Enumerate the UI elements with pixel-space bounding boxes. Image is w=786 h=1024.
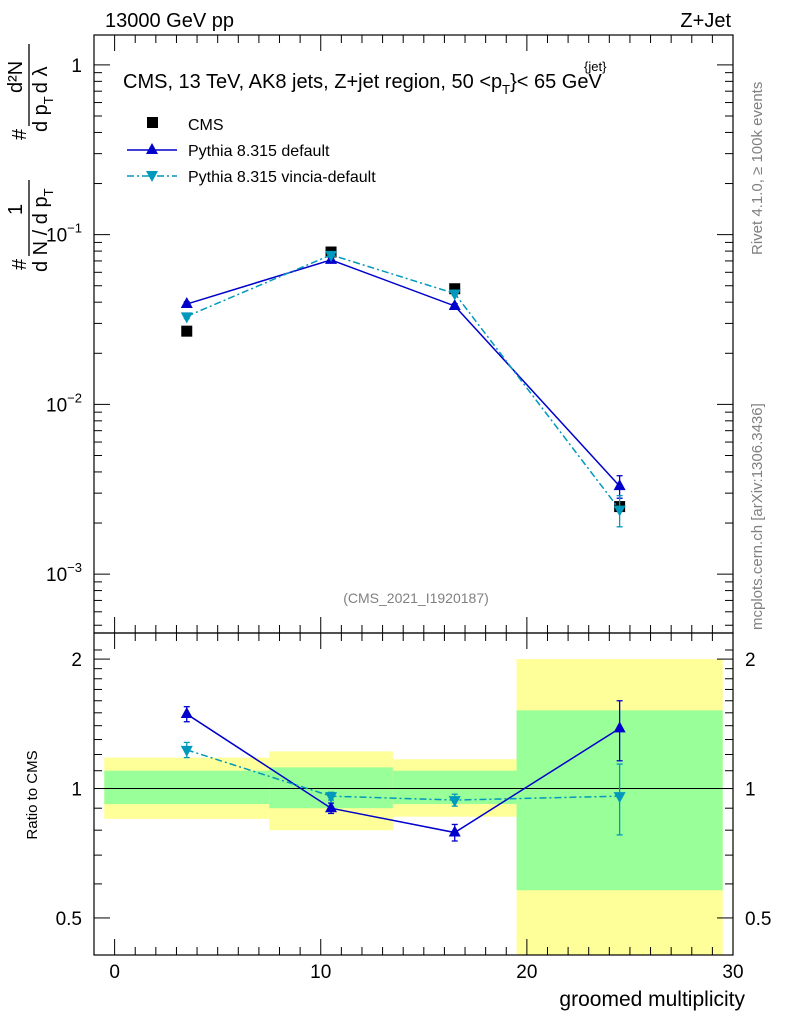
header-left: 13000 GeV pp <box>105 10 234 32</box>
ylabel-dpt-dl: d pTd λ <box>30 67 56 132</box>
legend-label-vincia: Pythia 8.315 vincia-default <box>188 169 376 186</box>
xtick-label-20: 20 <box>516 962 537 983</box>
mcplots-label: mcplots.cern.ch [arXiv:1306.3436] <box>749 403 766 630</box>
ylabel-dn-dpt: d N / d pT <box>30 188 56 272</box>
main-point-cms-0 <box>181 325 193 337</box>
data-series <box>180 246 626 842</box>
ytick-main-label-0: 1 <box>71 56 82 77</box>
ratio-point-default-0 <box>180 707 193 719</box>
ytick-ratio-label-1: 1 <box>71 780 82 801</box>
ratio-bands <box>104 659 723 955</box>
ratio-point-vincia-0 <box>180 745 193 757</box>
ylabel-d2n: d²N <box>5 61 27 93</box>
ratio-point-default-2 <box>448 825 461 837</box>
main-title-sup: {jet} <box>584 59 607 74</box>
ratio-point-default-3 <box>613 721 626 733</box>
ratio-ylabel: Ratio to CMS <box>24 750 41 839</box>
ratio-line-vincia <box>186 749 620 801</box>
ytick-main-label-2: 10−2 <box>46 390 82 416</box>
rivet-label: Rivet 4.1.0, ≥ 100k events <box>749 82 766 255</box>
legend-marker-vincia <box>146 171 158 182</box>
main-point-default-2 <box>448 298 461 310</box>
ytick-ratio-label-2: 0.5 <box>56 909 82 930</box>
ytick-main-label-3: 10−3 <box>46 560 82 586</box>
band-inner-0 <box>104 770 270 805</box>
ytick-ratio-label-right-1: 1 <box>745 780 756 801</box>
ytick-ratio-label-right-0: 2 <box>745 650 756 671</box>
ylabel-hash-1: # <box>9 258 31 270</box>
xtick-label-30: 30 <box>722 962 743 983</box>
legend-label-default: Pythia 8.315 default <box>188 143 330 160</box>
xtick-label-0: 0 <box>109 962 120 983</box>
legend-marker-cms <box>147 117 158 128</box>
main-point-vincia-3 <box>613 505 626 517</box>
ytick-main-label-1: 10−1 <box>46 221 82 247</box>
legend-label-cms: CMS <box>188 117 224 134</box>
ratio-point-vincia-3 <box>613 792 626 804</box>
legend: CMS Pythia 8.315 default Pythia 8.315 vi… <box>127 117 376 186</box>
ytick-ratio-label-0: 2 <box>71 650 82 671</box>
xlabel: groomed multiplicity <box>559 988 745 1011</box>
main-point-vincia-1 <box>325 250 338 262</box>
ylabel-hash-2: # <box>9 128 31 140</box>
header-right: Z+Jet <box>680 10 731 32</box>
analysis-tag: (CMS_2021_I1920187) <box>343 590 489 606</box>
main-title: CMS, 13 TeV, AK8 jets, Z+jet region, 50 … <box>123 71 602 97</box>
main-point-default-3 <box>613 479 626 491</box>
ytick-ratio-label-right-2: 0.5 <box>745 909 771 930</box>
axis-ticks: 0 10 20 30 1 10−1 10−2 10−3 2 2 1 1 0.5 0.5 <box>46 35 771 983</box>
ratio-point-default-1 <box>325 801 338 813</box>
ratio-line-default <box>186 713 621 834</box>
main-line-vincia <box>186 254 621 511</box>
main-ylabel: # 1 d N / d pT # d²N d pTd λ <box>5 44 56 272</box>
ratio-point-vincia-2 <box>448 796 461 808</box>
main-point-vincia-2 <box>448 289 461 301</box>
main-line-default <box>186 259 621 487</box>
plot-frames <box>93 34 734 956</box>
main-point-cms-2 <box>449 283 461 295</box>
ratio-point-vincia-1 <box>325 792 338 804</box>
main-point-vincia-0 <box>180 312 193 324</box>
ratio-frame <box>93 632 734 956</box>
ylabel-one: 1 <box>5 204 27 215</box>
xtick-label-10: 10 <box>310 962 331 983</box>
legend-marker-default <box>146 143 158 154</box>
main-point-default-0 <box>180 297 193 309</box>
